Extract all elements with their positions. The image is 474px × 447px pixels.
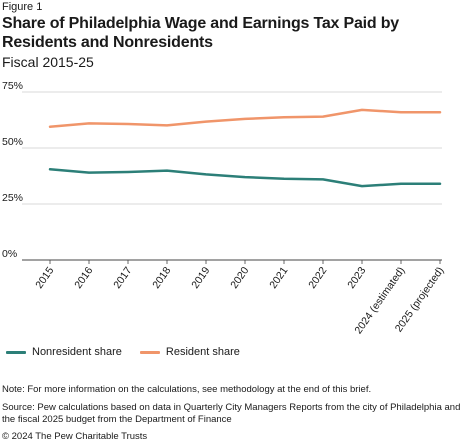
legend-swatch-nonresident [6, 350, 26, 354]
x-tick-label-8: 2023 [345, 265, 368, 291]
x-tick-label-4: 2019 [189, 265, 212, 291]
legend: Nonresident share Resident share [6, 346, 258, 358]
x-tick-label-6: 2021 [267, 265, 290, 291]
chart-title: Share of Philadelphia Wage and Earnings … [2, 15, 400, 51]
line-chart: 0% 25% 50% 75% 2015 2016 2017 2018 2019 2020 2021 2… [2, 80, 446, 336]
legend-swatch-resident [139, 350, 160, 354]
x-tick-label-3: 2018 [150, 265, 173, 291]
legend-label-nonresident: Nonresident share [32, 346, 122, 358]
series-line-nonresident [48, 168, 442, 188]
x-tick-label-5: 2020 [228, 265, 251, 291]
chart-source: Source: Pew calculations based on data i… [2, 402, 461, 425]
chart-subtitle: Fiscal 2015-25 [2, 54, 94, 70]
series-line-resident [48, 108, 442, 128]
x-tick-label-7: 2022 [306, 265, 329, 291]
y-tick-label-50: 50% [2, 136, 23, 148]
legend-label-resident: Resident share [165, 346, 240, 358]
legend-item-nonresident: Nonresident share [6, 346, 122, 358]
y-tick-label-25: 25% [2, 192, 23, 204]
y-tick-label-0: 0% [2, 248, 17, 260]
legend-item-resident: Resident share [139, 346, 240, 358]
x-tick-label-2: 2017 [111, 265, 134, 291]
x-tick-label-1: 2016 [72, 265, 95, 291]
x-tick-label-0: 2015 [33, 265, 56, 291]
chart-note: Note: For more information on the calcul… [2, 384, 372, 395]
figure-label: Figure 1 [2, 1, 43, 13]
copyright: © 2024 The Pew Charitable Trusts [2, 431, 148, 442]
y-tick-label-75: 75% [2, 80, 23, 92]
